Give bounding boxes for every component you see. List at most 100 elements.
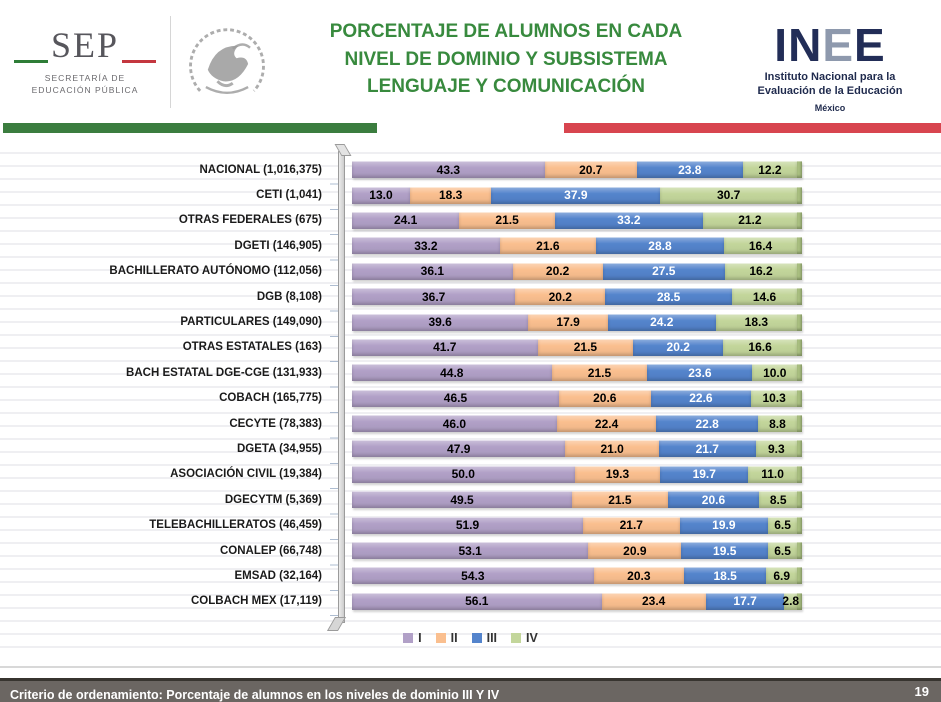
category-label: PARTICULARES (149,090): [180, 316, 322, 329]
red-divider-bar: [564, 123, 941, 133]
chart-row: CONALEP (66,748) 53.1 20.9 19.5 6.5: [0, 538, 941, 563]
bar-value-label: 21.6: [536, 238, 560, 253]
chart-row: BACHILLERATO AUTÓNOMO (112,056) 36.1 20.2 2…: [0, 259, 941, 284]
bar-segment-IV: 9.3: [755, 440, 798, 458]
inee-letter: I: [774, 19, 789, 71]
bar-value-label: 46.5: [443, 391, 468, 406]
bar-value-label: 23.6: [688, 365, 712, 380]
category-label: BACH ESTATAL DGE-CGE (131,933): [126, 366, 322, 379]
bar-segment-IV: 30.7: [660, 186, 798, 204]
category-label: OTRAS FEDERALES (675): [178, 214, 322, 227]
bar-segment-IV: 6.5: [768, 542, 798, 560]
bar-value-label: 6.5: [774, 518, 791, 533]
legend-label: III: [486, 631, 498, 645]
bar-segment-III: 22.8: [656, 415, 759, 433]
page-number: 19: [914, 684, 929, 699]
bar-value-label: 8.5: [769, 492, 787, 507]
bar-segment-I: 54.3: [352, 567, 594, 585]
legend-swatch: [511, 633, 522, 643]
bar-value-label: 46.0: [442, 416, 467, 431]
sep-acronym: SEP: [50, 25, 120, 65]
bar-end-cap: [797, 313, 802, 331]
category-label: CECYTE (78,383): [229, 417, 322, 430]
bar-track: 41.7 21.5 20.2 16.6: [352, 338, 802, 356]
category-axis-ticks: [330, 159, 338, 619]
chart-row: DGB (8,108) 36.7 20.2 28.5 14.6: [0, 284, 941, 309]
bar-value-label: 21.7: [695, 441, 719, 456]
bar-value-label: 19.7: [692, 467, 716, 482]
bar-segment-III: 28.5: [605, 288, 733, 306]
bar-value-label: 56.1: [465, 594, 489, 609]
bar-value-label: 20.2: [666, 340, 690, 355]
category-axis-wall: [338, 151, 345, 623]
bar-segment-II: 21.5: [459, 211, 555, 229]
bar-end-cap: [797, 338, 802, 356]
bar-segment-III: 23.8: [636, 161, 743, 179]
bar-value-label: 22.8: [695, 416, 719, 431]
sep-subtitle-line2: EDUCACIÓN PÚBLICA: [31, 85, 139, 96]
sep-subtitle: SECRETARÍA DE EDUCACIÓN PÚBLICA: [0, 72, 170, 98]
sep-subtitle-line1: SECRETARÍA DE: [44, 72, 126, 83]
bar-value-label: 44.8: [440, 365, 464, 380]
bar-value-label: 47.9: [447, 441, 471, 456]
bar-segment-III: 21.7: [658, 440, 756, 458]
bar-segment-II: 20.3: [593, 567, 685, 585]
category-label: EMSAD (32,164): [234, 569, 322, 582]
chart-row: DGECYTM (5,369) 49.5 21.5 20.6 8.5: [0, 487, 941, 512]
bar-value-label: 19.3: [605, 467, 630, 482]
bar-segment-III: 37.9: [491, 186, 661, 204]
bar-segment-IV: 16.6: [723, 338, 798, 356]
bar-value-label: 14.6: [752, 289, 777, 304]
bar-end-cap: [797, 288, 802, 306]
bar-segment-IV: 21.2: [702, 211, 798, 229]
category-label: CETI (1,041): [256, 189, 322, 202]
bar-end-cap: [797, 542, 802, 560]
mexico-coat-of-arms-icon: [171, 10, 283, 117]
bar-end-cap: [797, 415, 802, 433]
inee-letter: N: [788, 19, 823, 71]
stacked-bar-chart: NACIONAL (1,016,375) 43.3 20.7 23.8 12.2 CETI…: [0, 141, 941, 653]
sorting-criterion-note: Criterio de ordenamiento: Porcentaje de …: [10, 688, 500, 702]
bar-value-label: 17.9: [556, 315, 580, 330]
sep-logo: SEP SECRETARÍA DE EDUCACIÓN PÚBLICA: [0, 10, 170, 97]
bar-value-label: 27.5: [652, 264, 676, 279]
bar-value-label: 20.6: [701, 492, 726, 507]
bar-segment-II: 20.7: [544, 161, 637, 179]
inee-subtitle: Instituto Nacional para la Evaluación de…: [729, 71, 931, 99]
bar-segment-III: 24.2: [607, 313, 716, 331]
legend-swatch: [471, 633, 482, 643]
bar-end-cap: [797, 262, 802, 280]
bar-segment-IV: 10.3: [751, 389, 798, 407]
bar-value-label: 20.2: [545, 264, 570, 279]
bar-segment-II: 23.4: [601, 592, 706, 610]
category-label: TELEBACHILLERATOS (46,459): [149, 519, 322, 532]
chart-row: COBACH (165,775) 46.5 20.6 22.6 10.3: [0, 386, 941, 411]
bar-value-label: 19.9: [712, 518, 736, 533]
bar-segment-II: 20.2: [512, 262, 603, 280]
bar-value-label: 21.2: [738, 213, 762, 228]
bar-segment-II: 20.6: [558, 389, 651, 407]
category-label: DGB (8,108): [256, 290, 322, 303]
bar-segment-I: 56.1: [352, 592, 602, 610]
header: SEP SECRETARÍA DE EDUCACIÓN PÚBLICA PORC…: [0, 0, 941, 120]
bar-end-cap: [797, 592, 802, 610]
chart-row: ASOCIACIÓN CIVIL (19,384) 50.0 19.3 19.7 11.…: [0, 462, 941, 487]
chart-row: CETI (1,041) 13.0 18.3 37.9 30.7: [0, 182, 941, 207]
bar-segment-IV: 6.5: [768, 516, 798, 534]
bar-value-label: 30.7: [716, 188, 741, 203]
bar-segment-II: 21.0: [565, 440, 659, 458]
bar-value-label: 43.3: [436, 162, 461, 177]
bar-segment-III: 28.8: [595, 237, 725, 255]
chart-row: BACH ESTATAL DGE-CGE (131,933) 44.8 21.5 23…: [0, 360, 941, 385]
bar-segment-I: 44.8: [352, 364, 552, 382]
category-label: COLBACH MEX (17,119): [190, 595, 322, 608]
bar-value-label: 50.0: [451, 467, 475, 482]
bar-value-label: 23.4: [641, 594, 666, 609]
bar-value-label: 20.9: [623, 543, 647, 558]
title-line-2: NIVEL DE DOMINIO Y SUBSISTEMA: [344, 48, 668, 70]
bar-end-cap: [797, 186, 802, 204]
legend-label: I: [418, 631, 422, 645]
bar-segment-I: 36.1: [352, 262, 513, 280]
bar-segment-I: 51.9: [352, 516, 583, 534]
bar-value-label: 18.3: [744, 315, 768, 330]
